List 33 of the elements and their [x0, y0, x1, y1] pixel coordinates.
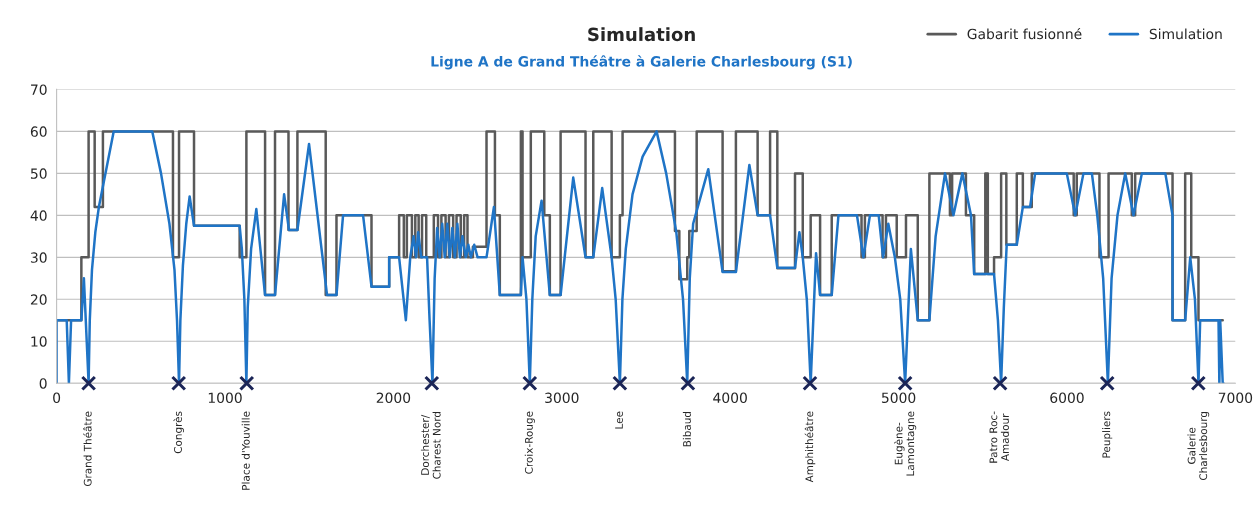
- annotation: Croix-Rouge: [524, 411, 535, 474]
- annotation: Grand Théâtre: [83, 411, 92, 486]
- y-tick-label: 50: [30, 168, 47, 179]
- y-tick-label: 40: [30, 210, 47, 221]
- y-tick-label: 0: [39, 378, 47, 389]
- x-tick-label: 1000: [208, 392, 242, 404]
- legend-label: Gabarit fusionné: [967, 27, 1082, 40]
- y-tick-label: 20: [30, 294, 47, 305]
- annotation: Peupliers: [1102, 411, 1113, 458]
- annotation: Congrès: [173, 411, 184, 454]
- annotation: Galerie Charlesbourg: [1187, 411, 1210, 481]
- x-tick-label: 0: [53, 392, 61, 404]
- line-series: [56, 130, 1225, 384]
- annotation: Eugène- Lamontagne: [894, 411, 917, 476]
- x-tick-label: 7000: [1218, 392, 1253, 404]
- chart-title: Simulation: [588, 27, 695, 42]
- x-tick-label: 4000: [713, 392, 747, 404]
- x-tick-label: 2000: [376, 392, 411, 404]
- annotation: Bibaud: [682, 411, 691, 447]
- annotation: Lee: [615, 411, 623, 429]
- x-tick-label: 5000: [881, 392, 916, 404]
- x-tick-label: 3000: [545, 392, 579, 404]
- y-tick-label: 70: [31, 84, 47, 95]
- annotation: Amphithéâtre: [804, 411, 816, 483]
- y-tick-label: 30: [30, 252, 47, 263]
- chart-subtitle: Ligne A de Grand Théâtre à Galerie Charlesbourg (S1): [431, 55, 852, 70]
- x-tick-label: 6000: [1050, 392, 1084, 404]
- annotation: Dorchester/ Charest Nord: [420, 411, 441, 479]
- legend-label: Simulation: [1149, 28, 1222, 40]
- y-tick-label: 10: [31, 336, 47, 347]
- annotation: Patro Roc- Amadour: [989, 411, 1009, 463]
- y-tick-label: 60: [30, 126, 47, 137]
- annotation: Place d'Youville: [241, 411, 250, 490]
